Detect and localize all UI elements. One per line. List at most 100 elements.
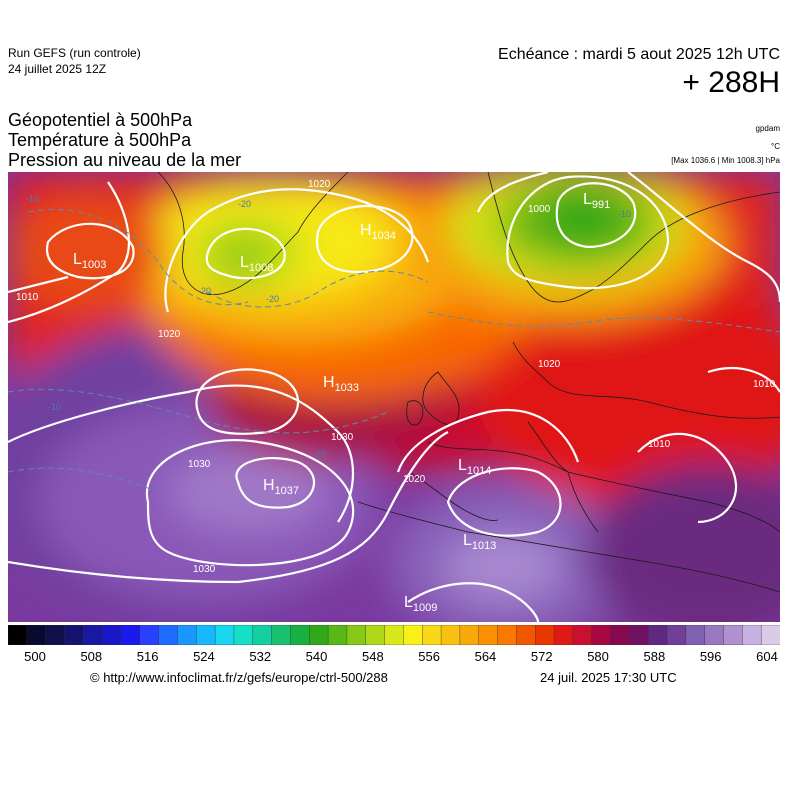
colorbar-swatch	[64, 625, 85, 645]
isotherm-label: -20	[266, 294, 279, 304]
colorbar-tick-label: 548	[361, 649, 384, 664]
colorbar-swatch	[704, 625, 725, 645]
colorbar-swatch	[497, 625, 518, 645]
colorbar-swatch	[365, 625, 386, 645]
pressure-center-low: L1003	[73, 251, 106, 271]
isobars	[8, 172, 780, 622]
isotherm-label: -20	[198, 286, 211, 296]
colorbar-tick-label: 508	[80, 649, 103, 664]
isobar-label: 1020	[403, 474, 426, 485]
map-labels: L1003 L1008 H1034 L991 H1033 H1037 L1014 L1013 L…	[16, 179, 776, 614]
colorbar-tick-label: 524	[193, 649, 215, 664]
isobar-label: 1020	[538, 359, 561, 370]
colorbar-tick-label: 540	[305, 649, 328, 664]
colorbar-swatch	[233, 625, 254, 645]
pressure-center-high: H1034	[360, 222, 396, 242]
pressure-range: [Max 1036.6 | Min 1008.3] hPa	[671, 156, 780, 165]
colorbar-swatch	[422, 625, 442, 645]
isobar-label: 1020	[308, 179, 331, 190]
colorbar-swatch	[158, 625, 179, 645]
colorbar-swatch	[648, 625, 668, 645]
source-url[interactable]: © http://www.infoclimat.fr/z/gefs/europe…	[90, 670, 388, 685]
colorbar-swatch	[403, 625, 423, 645]
colorbar-tick-label: 572	[530, 649, 553, 664]
colorbar-swatch	[139, 625, 160, 645]
isotherm-label: -20	[238, 199, 251, 209]
colorbar-tick-label: 580	[587, 649, 609, 664]
colorbar-swatch	[309, 625, 329, 645]
colorbar-swatch	[252, 625, 273, 645]
colorbar-swatch	[214, 625, 235, 645]
colorbar-swatch	[553, 625, 574, 645]
colorbar-swatch	[685, 625, 706, 645]
pressure-center-high: H1033	[323, 374, 359, 394]
colorbar-swatch	[8, 625, 28, 645]
colorbar-swatch	[177, 625, 197, 645]
isotherm-label: -10	[618, 209, 631, 219]
colorbar-swatch	[327, 625, 348, 645]
run-date: 24 juillet 2025 12Z	[8, 62, 107, 76]
colorbar-swatch	[440, 625, 461, 645]
colorbar-swatch	[196, 625, 216, 645]
isobar-label: 1030	[188, 459, 211, 470]
colorbar-swatch	[45, 625, 66, 645]
unit-temperature: °C	[771, 142, 780, 151]
isotherm-label: -10	[26, 194, 39, 204]
colorbar-swatch	[120, 625, 141, 645]
isobar-label: 1010	[16, 292, 39, 303]
weather-map: L1003 L1008 H1034 L991 H1033 H1037 L1014 L1013 L…	[8, 172, 780, 622]
pressure-center-low: L1013	[463, 532, 496, 552]
colorbar-tick-label: 588	[643, 649, 666, 664]
colorbar-tick-label: 604	[756, 649, 778, 664]
colorbar-tick-label: 532	[249, 649, 272, 664]
colorbar-swatch	[742, 625, 762, 645]
lead-time: + 288H	[682, 66, 780, 99]
run-title: Run GEFS (run controle)	[8, 46, 141, 60]
generated-time: 24 juil. 2025 17:30 UTC	[540, 670, 677, 685]
pressure-center-low: L1008	[240, 254, 273, 274]
colorbar-tick-label: 564	[474, 649, 497, 664]
isobar-label: 1030	[193, 564, 216, 575]
isobar-label: 1010	[753, 379, 776, 390]
isobar-label: 1030	[331, 432, 354, 443]
colorbar	[8, 625, 780, 645]
isotherm-label: -10	[48, 402, 61, 412]
colorbar-swatch	[290, 625, 310, 645]
isotherm-label: -10	[313, 449, 326, 459]
colorbar-swatch	[610, 625, 631, 645]
colorbar-swatch	[572, 625, 593, 645]
isobar-label: 1000	[528, 204, 551, 215]
coastlines	[157, 172, 780, 593]
isobar-label: 1010	[648, 439, 671, 450]
pressure-center-low: L1009	[404, 594, 437, 614]
colorbar-swatch	[516, 625, 536, 645]
colorbar-tick-label: 556	[418, 649, 440, 664]
colorbar-swatch	[535, 625, 555, 645]
colorbar-swatch	[629, 625, 649, 645]
isobar-label: 1020	[158, 329, 181, 340]
colorbar-swatch	[666, 625, 687, 645]
colorbar-swatch	[271, 625, 292, 645]
colorbar-swatch	[83, 625, 103, 645]
parameter-sea-level-pressure: Pression au niveau de la mer	[8, 150, 242, 170]
colorbar-tick-label: 516	[136, 649, 159, 664]
pressure-center-low: L1014	[458, 457, 491, 477]
colorbar-swatch	[101, 625, 122, 645]
colorbar-swatch	[346, 625, 367, 645]
colorbar-swatch	[26, 625, 47, 645]
colorbar-swatch	[478, 625, 499, 645]
pressure-center-low: L991	[583, 191, 610, 211]
parameter-geopotential: Géopotentiel à 500hPa	[8, 110, 193, 130]
unit-geopotential: gpdam	[755, 124, 780, 133]
colorbar-swatch	[760, 625, 780, 645]
colorbar-tick-label: 500	[24, 649, 46, 664]
colorbar-swatch	[723, 625, 744, 645]
colorbar-swatch	[384, 625, 405, 645]
colorbar-swatch	[459, 625, 480, 645]
pressure-center-high: H1037	[263, 477, 299, 497]
colorbar-ticks: 500 508 516 524 532 540 548 556 564 572 580 588 596 6…	[8, 649, 780, 665]
valid-time: Echéance : mardi 5 aout 2025 12h UTC	[498, 46, 780, 63]
parameter-temperature: Température à 500hPa	[8, 130, 192, 150]
colorbar-swatch	[591, 625, 612, 645]
colorbar-tick-label: 596	[699, 649, 722, 664]
